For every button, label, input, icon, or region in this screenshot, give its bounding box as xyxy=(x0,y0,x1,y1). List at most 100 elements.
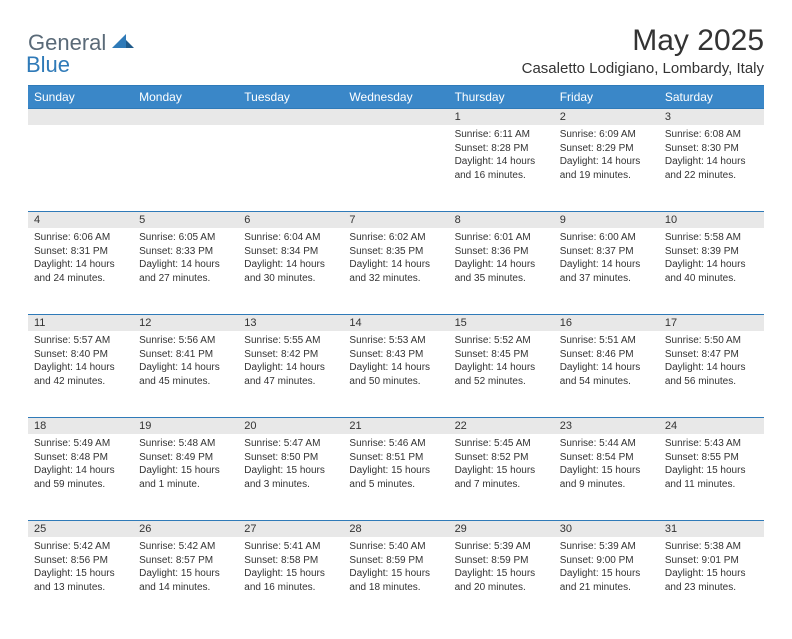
day-number: 31 xyxy=(659,520,764,537)
day-details: Sunrise: 5:51 AMSunset: 8:46 PMDaylight:… xyxy=(554,331,659,392)
sunset-text: Sunset: 8:48 PM xyxy=(34,451,127,465)
day-cell: Sunrise: 5:47 AMSunset: 8:50 PMDaylight:… xyxy=(238,434,343,520)
daylight-text: Daylight: 14 hours and 45 minutes. xyxy=(139,361,232,388)
daylight-text: Daylight: 14 hours and 40 minutes. xyxy=(665,258,758,285)
sunset-text: Sunset: 8:50 PM xyxy=(244,451,337,465)
daylight-text: Daylight: 14 hours and 42 minutes. xyxy=(34,361,127,388)
page-header: General May 2025 Casaletto Lodigiano, Lo… xyxy=(28,24,764,77)
day-details: Sunrise: 5:44 AMSunset: 8:54 PMDaylight:… xyxy=(554,434,659,495)
sunrise-text: Sunrise: 6:06 AM xyxy=(34,231,127,245)
daynum-row: 25262728293031 xyxy=(28,520,764,537)
day-number: 18 xyxy=(28,417,133,434)
daylight-text: Daylight: 15 hours and 21 minutes. xyxy=(560,567,653,594)
day-cell: Sunrise: 5:51 AMSunset: 8:46 PMDaylight:… xyxy=(554,331,659,417)
daynum-row: 123 xyxy=(28,108,764,125)
logo-triangle-icon xyxy=(112,32,134,53)
sunset-text: Sunset: 8:36 PM xyxy=(455,245,548,259)
day-number: 2 xyxy=(554,108,659,125)
calendar-body: 123Sunrise: 6:11 AMSunset: 8:28 PMDaylig… xyxy=(28,108,764,623)
day-cell: Sunrise: 5:57 AMSunset: 8:40 PMDaylight:… xyxy=(28,331,133,417)
location-label: Casaletto Lodigiano, Lombardy, Italy xyxy=(522,60,764,77)
day-cell: Sunrise: 5:48 AMSunset: 8:49 PMDaylight:… xyxy=(133,434,238,520)
day-details: Sunrise: 6:05 AMSunset: 8:33 PMDaylight:… xyxy=(133,228,238,289)
sunset-text: Sunset: 8:29 PM xyxy=(560,142,653,156)
sunrise-text: Sunrise: 5:50 AM xyxy=(665,334,758,348)
day-cell: Sunrise: 5:55 AMSunset: 8:42 PMDaylight:… xyxy=(238,331,343,417)
month-title: May 2025 xyxy=(522,24,764,58)
sunset-text: Sunset: 8:52 PM xyxy=(455,451,548,465)
daylight-text: Daylight: 14 hours and 56 minutes. xyxy=(665,361,758,388)
sunset-text: Sunset: 8:31 PM xyxy=(34,245,127,259)
sunset-text: Sunset: 8:46 PM xyxy=(560,348,653,362)
day-cell: Sunrise: 6:04 AMSunset: 8:34 PMDaylight:… xyxy=(238,228,343,314)
day-number: 28 xyxy=(343,520,448,537)
sunrise-text: Sunrise: 5:55 AM xyxy=(244,334,337,348)
title-block: May 2025 Casaletto Lodigiano, Lombardy, … xyxy=(522,24,764,77)
day-details: Sunrise: 5:55 AMSunset: 8:42 PMDaylight:… xyxy=(238,331,343,392)
day-details: Sunrise: 6:04 AMSunset: 8:34 PMDaylight:… xyxy=(238,228,343,289)
sunrise-text: Sunrise: 6:04 AM xyxy=(244,231,337,245)
day-cell: Sunrise: 5:50 AMSunset: 8:47 PMDaylight:… xyxy=(659,331,764,417)
day-number: 9 xyxy=(554,211,659,228)
day-number: 25 xyxy=(28,520,133,537)
day-cell: Sunrise: 5:39 AMSunset: 8:59 PMDaylight:… xyxy=(449,537,554,623)
day-details: Sunrise: 5:39 AMSunset: 8:59 PMDaylight:… xyxy=(449,537,554,598)
daylight-text: Daylight: 14 hours and 27 minutes. xyxy=(139,258,232,285)
daylight-text: Daylight: 15 hours and 14 minutes. xyxy=(139,567,232,594)
day-number: 12 xyxy=(133,314,238,331)
daylight-text: Daylight: 15 hours and 18 minutes. xyxy=(349,567,442,594)
weekday-header: Monday xyxy=(133,86,238,109)
day-number: 10 xyxy=(659,211,764,228)
day-cell: Sunrise: 5:44 AMSunset: 8:54 PMDaylight:… xyxy=(554,434,659,520)
sunrise-text: Sunrise: 5:43 AM xyxy=(665,437,758,451)
weekday-header: Friday xyxy=(554,86,659,109)
day-number: 23 xyxy=(554,417,659,434)
day-cell: Sunrise: 5:42 AMSunset: 8:56 PMDaylight:… xyxy=(28,537,133,623)
sunset-text: Sunset: 8:56 PM xyxy=(34,554,127,568)
sunrise-text: Sunrise: 5:56 AM xyxy=(139,334,232,348)
sunrise-text: Sunrise: 5:49 AM xyxy=(34,437,127,451)
day-details: Sunrise: 6:00 AMSunset: 8:37 PMDaylight:… xyxy=(554,228,659,289)
day-cell: Sunrise: 6:06 AMSunset: 8:31 PMDaylight:… xyxy=(28,228,133,314)
weekday-header: Thursday xyxy=(449,86,554,109)
day-cell: Sunrise: 6:08 AMSunset: 8:30 PMDaylight:… xyxy=(659,125,764,211)
sunrise-text: Sunrise: 5:42 AM xyxy=(139,540,232,554)
sunset-text: Sunset: 8:59 PM xyxy=(349,554,442,568)
week-row: Sunrise: 5:57 AMSunset: 8:40 PMDaylight:… xyxy=(28,331,764,417)
sunset-text: Sunset: 8:28 PM xyxy=(455,142,548,156)
sunrise-text: Sunrise: 6:05 AM xyxy=(139,231,232,245)
day-details: Sunrise: 5:56 AMSunset: 8:41 PMDaylight:… xyxy=(133,331,238,392)
daylight-text: Daylight: 15 hours and 1 minute. xyxy=(139,464,232,491)
daynum-row: 11121314151617 xyxy=(28,314,764,331)
day-number: 8 xyxy=(449,211,554,228)
day-number: 17 xyxy=(659,314,764,331)
daylight-text: Daylight: 14 hours and 32 minutes. xyxy=(349,258,442,285)
sunrise-text: Sunrise: 6:08 AM xyxy=(665,128,758,142)
sunrise-text: Sunrise: 6:01 AM xyxy=(455,231,548,245)
day-cell: Sunrise: 5:56 AMSunset: 8:41 PMDaylight:… xyxy=(133,331,238,417)
day-number: 22 xyxy=(449,417,554,434)
daylight-text: Daylight: 15 hours and 16 minutes. xyxy=(244,567,337,594)
day-details: Sunrise: 5:38 AMSunset: 9:01 PMDaylight:… xyxy=(659,537,764,598)
day-number: 24 xyxy=(659,417,764,434)
day-details: Sunrise: 5:58 AMSunset: 8:39 PMDaylight:… xyxy=(659,228,764,289)
day-number: 16 xyxy=(554,314,659,331)
day-details: Sunrise: 6:11 AMSunset: 8:28 PMDaylight:… xyxy=(449,125,554,186)
calendar-header-row: SundayMondayTuesdayWednesdayThursdayFrid… xyxy=(28,86,764,109)
day-number: 30 xyxy=(554,520,659,537)
day-number-empty xyxy=(28,108,133,125)
sunrise-text: Sunrise: 6:00 AM xyxy=(560,231,653,245)
day-cell: Sunrise: 6:02 AMSunset: 8:35 PMDaylight:… xyxy=(343,228,448,314)
day-cell xyxy=(238,125,343,211)
day-details: Sunrise: 5:50 AMSunset: 8:47 PMDaylight:… xyxy=(659,331,764,392)
logo-blue-wrap: Blue xyxy=(28,52,70,78)
day-details: Sunrise: 5:52 AMSunset: 8:45 PMDaylight:… xyxy=(449,331,554,392)
day-number: 11 xyxy=(28,314,133,331)
day-number: 6 xyxy=(238,211,343,228)
weekday-header: Tuesday xyxy=(238,86,343,109)
day-number-empty xyxy=(343,108,448,125)
day-number: 14 xyxy=(343,314,448,331)
sunset-text: Sunset: 8:41 PM xyxy=(139,348,232,362)
sunset-text: Sunset: 8:42 PM xyxy=(244,348,337,362)
day-number: 26 xyxy=(133,520,238,537)
